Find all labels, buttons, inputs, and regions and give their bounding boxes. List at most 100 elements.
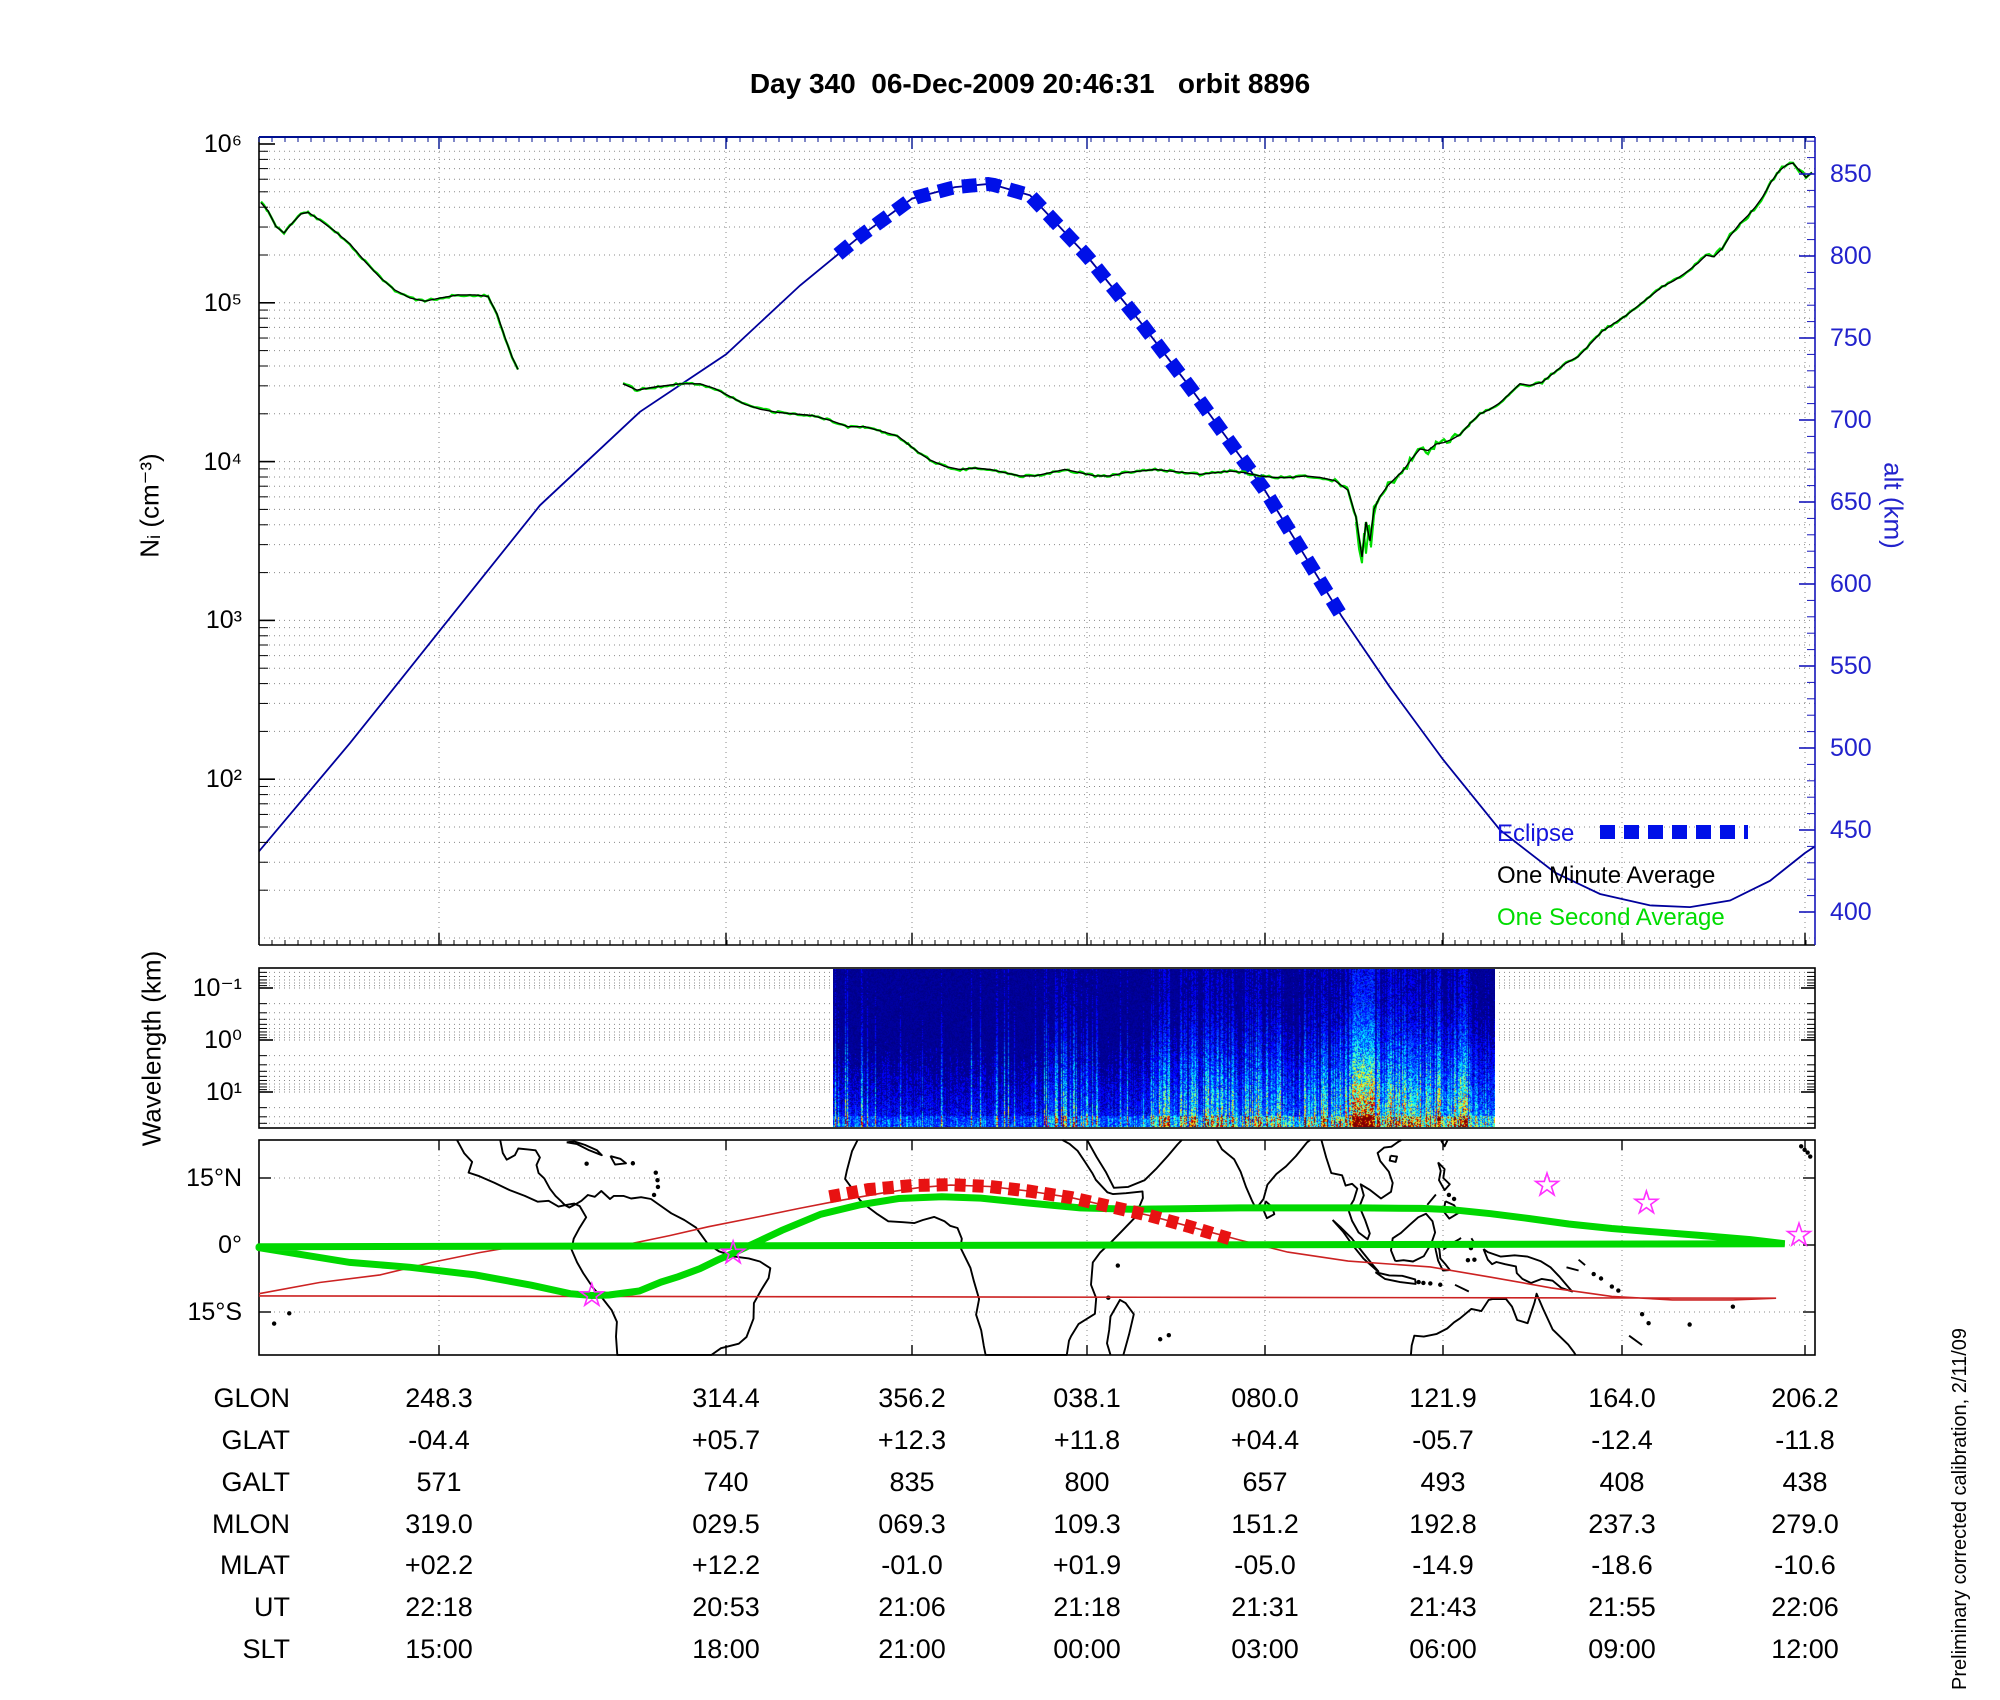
latitude-tick-label: 15°S: [187, 1298, 242, 1326]
table-cell-glat-5: -05.7: [1412, 1425, 1474, 1455]
island-dot: [1598, 1276, 1604, 1281]
coastline: [456, 1139, 566, 1208]
table-cell-ut-4: 21:31: [1231, 1592, 1299, 1622]
one-second-average-seg2: [622, 161, 1813, 556]
table-cell-glat-2: +12.3: [877, 1425, 947, 1455]
island-dot: [630, 1161, 636, 1166]
coastline: [1409, 1292, 1577, 1356]
coastline: [1331, 1219, 1380, 1273]
island-dot: [287, 1311, 292, 1316]
island-dot: [1465, 1257, 1471, 1263]
table-row-label-mlon: MLON: [211, 1509, 290, 1539]
latitude-tick-label: 0°: [218, 1231, 242, 1259]
island-dot: [1808, 1154, 1813, 1159]
table-cell-mlat-1: +12.2: [691, 1550, 761, 1580]
island-dot: [1421, 1280, 1426, 1286]
coastline: [564, 1190, 772, 1356]
altitude-tick-label: 750: [1830, 324, 1872, 352]
production-annotation: Preliminary corrected calibration, 2/11/…: [1893, 1245, 2000, 1690]
table-cell-galt-7: 438: [1782, 1467, 1828, 1497]
wavelength-tick-label: 10¹: [205, 1078, 242, 1106]
one-minute-average-seg2: [622, 162, 1813, 558]
table-cell-ut-1: 20:53: [692, 1592, 760, 1622]
altitude-tick-label: 400: [1830, 898, 1872, 926]
table-cell-mlon-6: 237.3: [1588, 1509, 1656, 1539]
table-cell-slt-5: 06:00: [1409, 1634, 1477, 1664]
table-cell-glat-1: +05.7: [691, 1425, 761, 1455]
table-cell-mlon-2: 069.3: [878, 1509, 946, 1539]
coastline: [1390, 1212, 1437, 1263]
coastline: [1437, 1161, 1451, 1192]
island-dot: [1591, 1271, 1596, 1277]
island-dot: [1616, 1288, 1621, 1293]
table-row-label-slt: SLT: [242, 1634, 290, 1664]
table-cell-slt-1: 18:00: [692, 1634, 760, 1664]
star-marker: [719, 1238, 748, 1265]
star-marker: [577, 1280, 606, 1308]
altitude-tick-label: 650: [1830, 488, 1872, 516]
coastline: [1628, 1334, 1643, 1346]
table-cell-glon-6: 164.0: [1588, 1383, 1656, 1413]
island-dot: [1451, 1196, 1457, 1202]
table-cell-mlat-7: -10.6: [1774, 1550, 1836, 1580]
coastline: [566, 1140, 603, 1157]
coastline: [1388, 1154, 1398, 1163]
island-dot: [651, 1192, 657, 1198]
table-cell-mlat-2: -01.0: [881, 1550, 943, 1580]
table-row-label-mlat: MLAT: [219, 1550, 290, 1580]
table-cell-galt-5: 493: [1420, 1467, 1466, 1497]
table-cell-mlon-7: 279.0: [1771, 1509, 1839, 1539]
coastline: [1215, 1139, 1311, 1210]
altitude-curve: [258, 182, 1816, 909]
table-row-label-glat: GLAT: [221, 1425, 290, 1455]
table-row-label-galt: GALT: [221, 1467, 290, 1497]
table-cell-glat-7: -11.8: [1775, 1425, 1835, 1455]
island-dot: [1646, 1320, 1651, 1326]
island-dot: [584, 1161, 589, 1166]
table-cell-slt-7: 12:00: [1771, 1634, 1839, 1664]
wavelength-tick-label: 10⁰: [204, 1026, 242, 1054]
table-row-label-ut: UT: [254, 1592, 290, 1622]
table-cell-mlat-3: +01.9: [1052, 1550, 1122, 1580]
table-cell-mlat-6: -18.6: [1591, 1550, 1653, 1580]
latitude-tick-label: 15°N: [186, 1163, 242, 1192]
density-tick-label: 10⁵: [203, 288, 242, 317]
coastline: [1566, 1266, 1579, 1272]
island-dot: [1157, 1337, 1163, 1342]
table-cell-slt-2: 21:00: [878, 1634, 946, 1664]
table-row-label-glon: GLON: [213, 1383, 290, 1413]
island-dot: [1446, 1192, 1452, 1198]
density-tick-label: 10⁴: [203, 447, 242, 476]
table-cell-slt-0: 15:00: [405, 1634, 473, 1664]
eclipse-ground-track: [828, 1178, 1234, 1246]
legend-label-one-second-average: One Second Average: [1497, 904, 1725, 931]
table-cell-galt-1: 740: [703, 1467, 749, 1497]
table-cell-slt-4: 03:00: [1231, 1634, 1299, 1664]
legend-label-eclipse: Eclipse: [1497, 820, 1575, 847]
coastline: [609, 1155, 627, 1166]
coastline: [1374, 1271, 1417, 1285]
table-cell-glat-0: -04.4: [408, 1425, 470, 1455]
table-cell-ut-2: 21:06: [878, 1592, 946, 1622]
coastline: [1440, 1139, 1449, 1148]
island-dot: [655, 1178, 660, 1183]
wavelength-tick-label: 10⁻¹: [192, 974, 242, 1002]
wavelength-spectrogram-image: [833, 969, 1495, 1127]
island-dot: [653, 1170, 658, 1175]
island-dot: [1115, 1263, 1121, 1268]
star-marker: [1632, 1188, 1661, 1215]
table-cell-mlon-3: 109.3: [1053, 1509, 1121, 1539]
eclipse-segment: [833, 176, 1348, 621]
island-dot: [1798, 1144, 1804, 1149]
altitude-tick-label: 700: [1830, 406, 1872, 434]
table-cell-glon-7: 206.2: [1771, 1383, 1839, 1413]
table-cell-galt-3: 800: [1064, 1467, 1110, 1497]
coastline: [1426, 1193, 1437, 1206]
star-marker: [1785, 1220, 1813, 1247]
table-cell-ut-6: 21:55: [1588, 1592, 1656, 1622]
legend-label-one-minute-average: One Minute Average: [1497, 862, 1716, 889]
table-cell-glon-2: 356.2: [878, 1383, 946, 1413]
table-cell-glon-3: 038.1: [1053, 1383, 1121, 1413]
table-cell-ut-7: 22:06: [1771, 1592, 1839, 1622]
